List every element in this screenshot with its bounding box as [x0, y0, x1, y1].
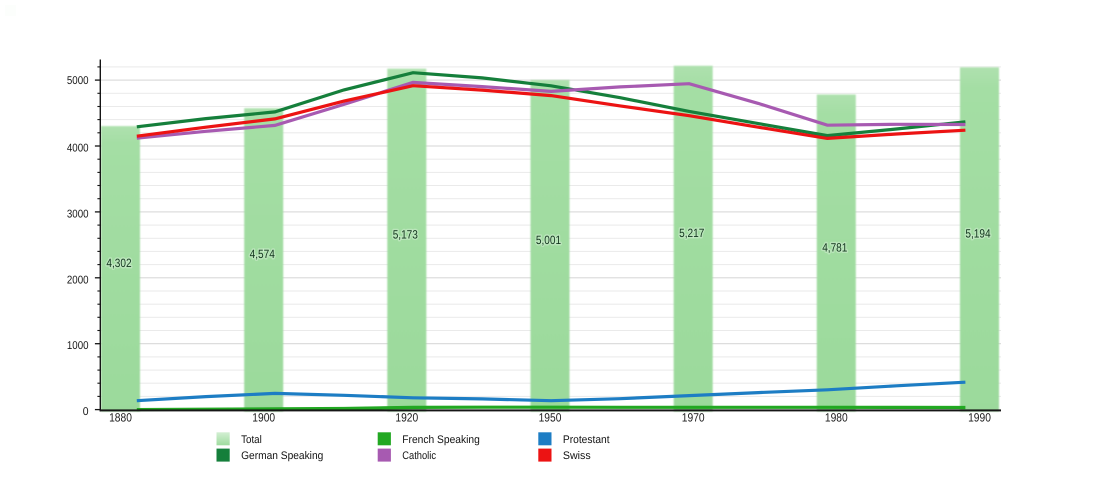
svg-text:1990: 1990	[968, 411, 991, 425]
svg-text:1900: 1900	[252, 411, 275, 425]
svg-text:4,781: 4,781	[822, 240, 847, 254]
svg-text:French Speaking: French Speaking	[402, 434, 480, 446]
svg-text:4,574: 4,574	[250, 247, 275, 261]
svg-text:0: 0	[83, 406, 89, 418]
svg-text:5,217: 5,217	[679, 226, 704, 240]
svg-text:5,001: 5,001	[536, 233, 561, 247]
svg-text:1950: 1950	[539, 411, 562, 425]
svg-text:German Speaking: German Speaking	[241, 450, 323, 462]
svg-text:5000: 5000	[67, 75, 89, 87]
svg-text:2000: 2000	[67, 274, 89, 286]
svg-text:5,173: 5,173	[393, 227, 418, 241]
svg-text:5,194: 5,194	[965, 227, 990, 241]
svg-text:4000: 4000	[67, 143, 89, 155]
svg-text:Protestant: Protestant	[563, 434, 610, 446]
svg-text:1980: 1980	[825, 411, 848, 425]
svg-text:1880: 1880	[109, 411, 132, 425]
svg-text:4,302: 4,302	[106, 256, 131, 270]
svg-text:Catholic: Catholic	[402, 450, 436, 462]
svg-text:3000: 3000	[67, 208, 89, 220]
svg-text:Swiss: Swiss	[563, 450, 591, 462]
svg-text:1920: 1920	[395, 411, 418, 425]
svg-text:1000: 1000	[67, 340, 89, 352]
svg-text:Total: Total	[241, 434, 262, 446]
svg-text:1970: 1970	[682, 411, 705, 425]
